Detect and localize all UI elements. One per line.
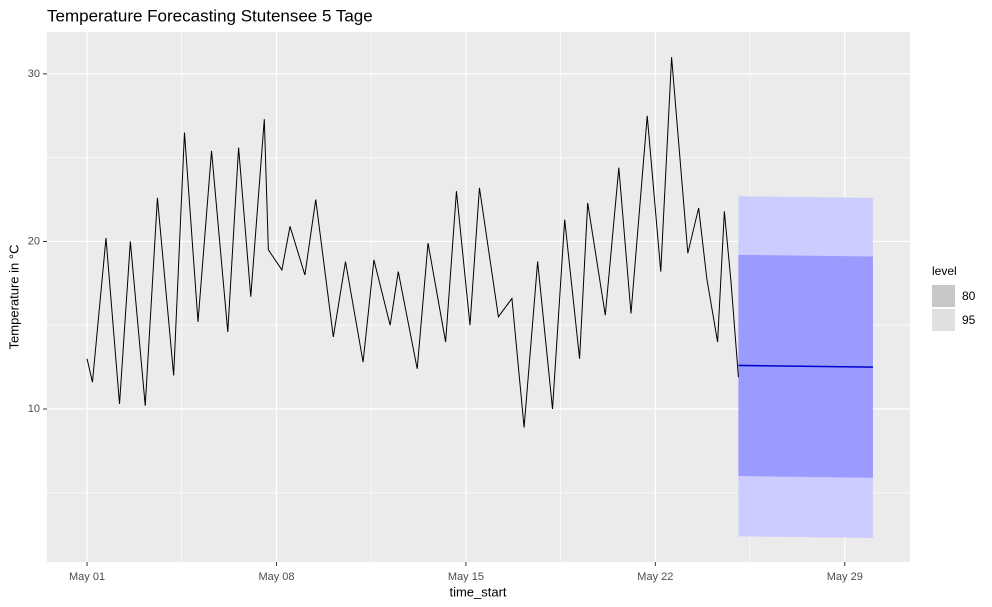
- x-axis-title: time_start: [449, 584, 506, 599]
- y-tick-label: 20: [28, 235, 40, 247]
- legend-key: [932, 309, 955, 331]
- legend-title: level: [932, 264, 957, 278]
- x-tick-label: May 01: [69, 571, 105, 583]
- x-tick-label: May 29: [827, 571, 863, 583]
- forecast-mean: [738, 364, 873, 368]
- plot-area: [86, 57, 873, 539]
- legend-label: 95: [962, 313, 976, 327]
- legend: 80 95: [932, 285, 976, 331]
- temperature-line: [86, 57, 739, 428]
- x-tick-label: May 15: [448, 571, 484, 583]
- y-tick-label: 30: [28, 68, 40, 80]
- x-tick-label: May 22: [637, 571, 673, 583]
- y-axis-title: Temperature in °C: [6, 245, 21, 350]
- legend-label: 80: [962, 289, 976, 303]
- legend-key: [932, 285, 955, 307]
- y-tick-label: 10: [28, 403, 40, 415]
- x-tick-label: May 08: [258, 571, 294, 583]
- chart-title: Temperature Forecasting Stutensee 5 Tage: [47, 6, 373, 25]
